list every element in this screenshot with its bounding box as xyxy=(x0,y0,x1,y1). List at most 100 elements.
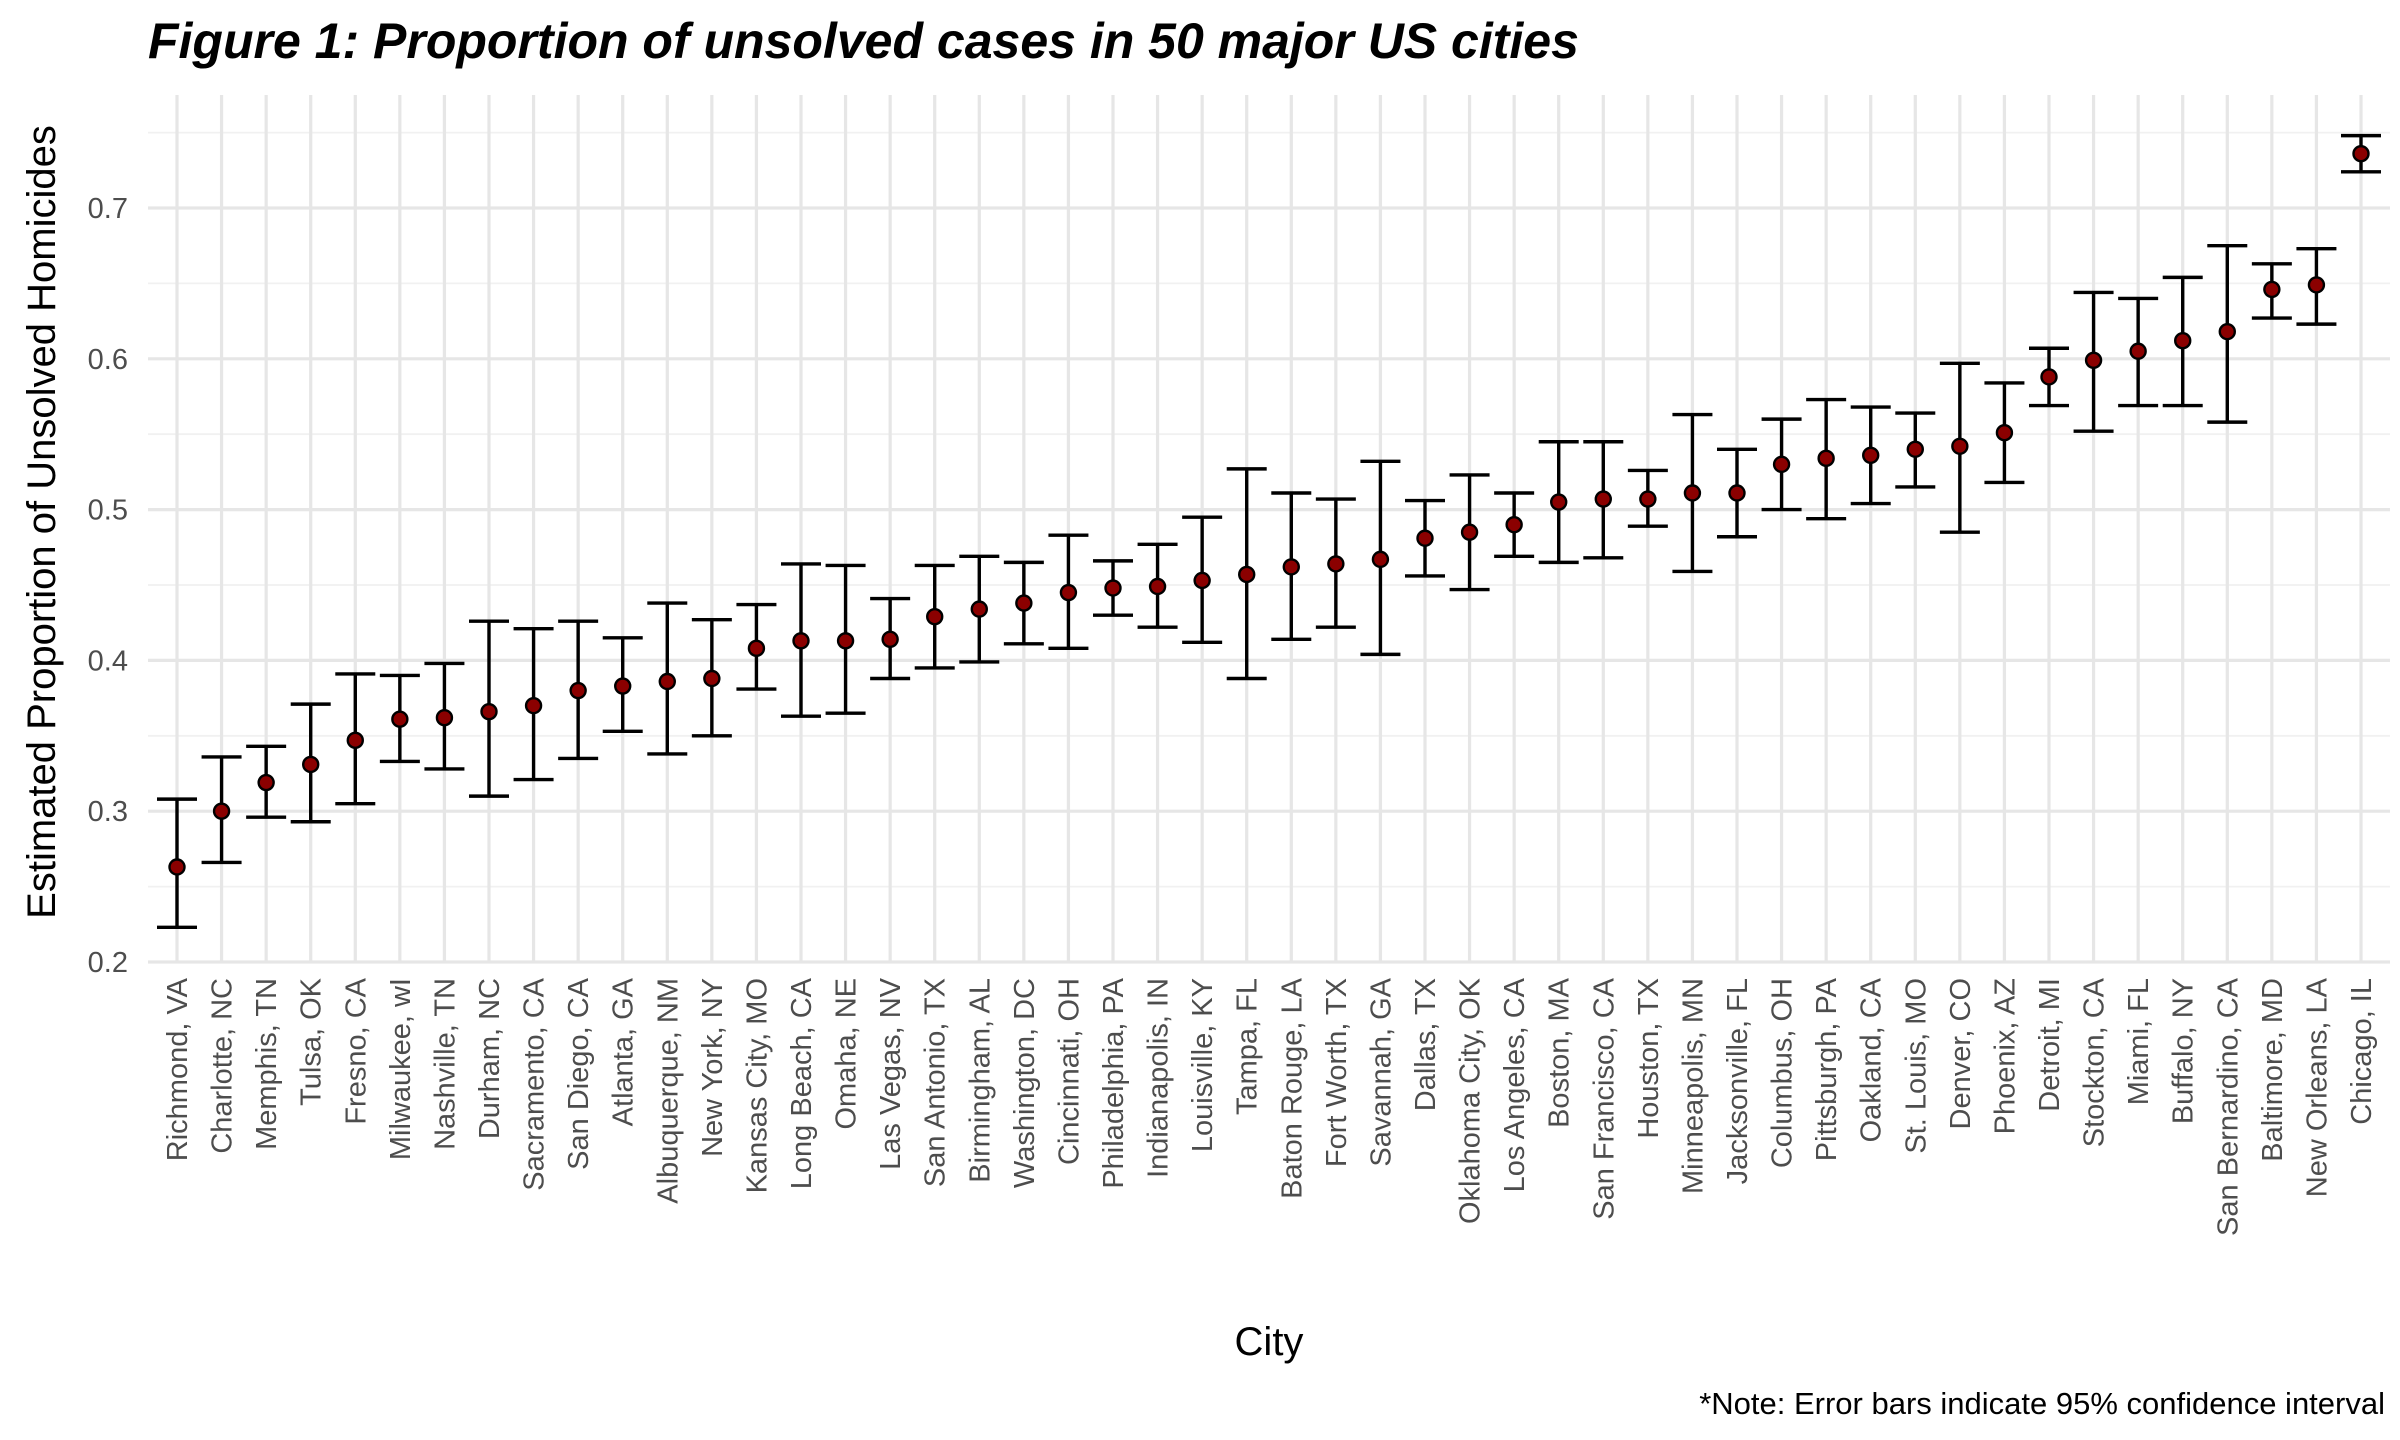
x-tick-label: Cincinnati, OH xyxy=(1053,978,1085,1165)
x-tick-label: Denver, CO xyxy=(1945,978,1977,1130)
data-point xyxy=(1817,449,1835,468)
data-point xyxy=(1104,579,1122,597)
data-point xyxy=(2084,351,2103,370)
data-point xyxy=(1015,594,1033,612)
x-tick-label: Phoenix, AZ xyxy=(1989,978,2021,1134)
x-tick-label: Columbus, OH xyxy=(1767,978,1799,1168)
x-tick-label: Richmond, VA xyxy=(162,977,194,1161)
y-axis-title: Estimated Proportion of Unsolved Homicid… xyxy=(20,125,64,919)
data-point xyxy=(703,669,721,688)
data-point xyxy=(1327,555,1345,573)
chart-title: Figure 1: Proportion of unsolved cases i… xyxy=(148,13,1579,69)
x-tick-label: Buffalo, NY xyxy=(2168,978,2200,1124)
data-point xyxy=(1282,558,1300,576)
x-tick-label: Baltimore, MD xyxy=(2257,978,2289,1162)
x-tick-label: Atlanta, GA xyxy=(608,977,640,1126)
x-tick-label: Jacksonville, FL xyxy=(1722,978,1754,1184)
x-tick-label: Savannah, GA xyxy=(1365,977,1397,1166)
data-point xyxy=(391,710,409,728)
data-point xyxy=(614,677,632,695)
data-point xyxy=(658,672,676,691)
x-tick-label: Stockton, CA xyxy=(2079,977,2111,1147)
x-axis-ticks: Richmond, VA Charlotte, NC Memphis, TN Tuls… xyxy=(162,977,2378,1236)
data-point xyxy=(1416,529,1434,547)
x-tick-label: Baton Rouge, LA xyxy=(1276,977,1308,1199)
x-tick-label: Milwaukee, wI xyxy=(385,978,417,1160)
x-tick-label: Las Vegas, NV xyxy=(875,977,907,1169)
x-tick-label: Memphis, TN xyxy=(251,978,283,1150)
data-point xyxy=(881,630,899,648)
x-tick-label: Long Beach, CA xyxy=(786,977,818,1189)
y-tick-label: 0.6 xyxy=(88,344,128,376)
x-tick-label: Albuquerque, NM xyxy=(652,978,684,1204)
data-point xyxy=(1460,523,1479,541)
x-tick-label: Pittsburgh, PA xyxy=(1811,977,1843,1161)
data-point xyxy=(970,600,988,618)
data-point xyxy=(168,858,186,876)
x-tick-label: New Orleans, LA xyxy=(2301,977,2333,1197)
y-tick-label: 0.3 xyxy=(88,796,128,828)
data-point xyxy=(2129,342,2147,360)
x-tick-label: Omaha, NE xyxy=(831,978,863,1130)
data-point xyxy=(1505,515,1523,534)
data-point xyxy=(1728,484,1746,502)
data-point xyxy=(435,709,454,727)
data-point xyxy=(524,696,543,715)
x-tick-label: Los Angeles, CA xyxy=(1499,977,1531,1192)
data-point xyxy=(1683,484,1702,502)
data-point xyxy=(792,632,810,650)
data-point xyxy=(1862,446,1880,465)
y-tick-label: 0.7 xyxy=(88,193,128,225)
x-tick-label: Tampa, FL xyxy=(1232,978,1264,1115)
y-tick-label: 0.4 xyxy=(88,645,128,677)
data-point xyxy=(569,681,587,700)
x-axis-title: City xyxy=(1235,1320,1304,1364)
x-tick-label: Birmingham, AL xyxy=(964,978,996,1183)
x-tick-label: Philadelphia, PA xyxy=(1098,977,1130,1188)
data-point xyxy=(212,802,231,820)
data-point xyxy=(836,632,855,650)
data-point xyxy=(480,702,498,721)
x-tick-label: San Francisco, CA xyxy=(1588,977,1620,1219)
data-point xyxy=(1639,490,1657,508)
data-point xyxy=(2307,276,2326,294)
data-point xyxy=(346,731,364,750)
x-tick-label: Dallas, TX xyxy=(1410,978,1442,1111)
data-point xyxy=(747,639,766,658)
data-point xyxy=(1951,437,1969,455)
data-marks xyxy=(157,133,2381,930)
data-point xyxy=(302,755,320,774)
x-tick-label: Durham, NC xyxy=(474,978,506,1139)
grid xyxy=(148,95,2390,964)
x-tick-label: Charlotte, NC xyxy=(207,978,239,1154)
chart-caption: *Note: Error bars indicate 95% confidenc… xyxy=(1699,1386,2385,1421)
data-point xyxy=(2263,280,2281,299)
data-point xyxy=(2040,368,2058,386)
x-tick-label: Tulsa, OK xyxy=(296,977,328,1106)
x-tick-label: San Bernardino, CA xyxy=(2212,977,2244,1236)
x-tick-label: Nashville, TN xyxy=(429,978,461,1150)
data-point xyxy=(2174,332,2192,350)
x-tick-label: Boston, MA xyxy=(1544,977,1576,1128)
x-tick-label: San Diego, CA xyxy=(563,977,595,1169)
x-tick-label: Sacramento, CA xyxy=(519,977,551,1190)
data-point xyxy=(1550,493,1568,511)
x-tick-label: Washington, DC xyxy=(1009,978,1041,1188)
data-point xyxy=(1193,571,1211,590)
data-point xyxy=(2352,145,2370,163)
x-tick-label: New York, NY xyxy=(697,978,729,1157)
x-tick-label: Detroit, MI xyxy=(2034,978,2066,1112)
data-point xyxy=(926,607,944,626)
data-point xyxy=(1772,455,1791,474)
x-tick-label: Miami, FL xyxy=(2123,978,2155,1105)
data-point xyxy=(1238,565,1256,584)
x-tick-label: Kansas City, MO xyxy=(741,978,773,1193)
x-tick-label: Houston, TX xyxy=(1633,978,1665,1139)
x-tick-label: St. Louis, MO xyxy=(1900,978,1932,1154)
x-tick-label: San Antonio, TX xyxy=(920,978,952,1187)
data-point xyxy=(1594,490,1612,508)
data-point xyxy=(1371,550,1390,569)
data-point xyxy=(257,773,275,792)
x-tick-label: Chicago, IL xyxy=(2346,978,2378,1125)
